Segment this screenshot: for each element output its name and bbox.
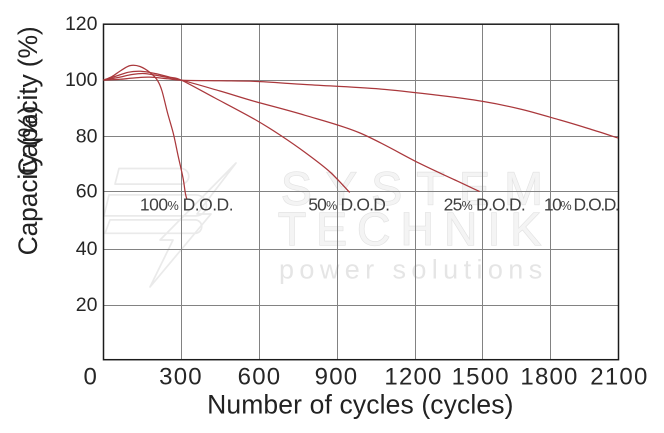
svg-text:SYSTEM: SYSTEM: [281, 163, 557, 215]
svg-text:120: 120: [65, 13, 98, 35]
svg-text:25% D.O.D.: 25% D.O.D.: [444, 194, 525, 214]
svg-text:1200: 1200: [384, 363, 442, 390]
svg-text:2100: 2100: [590, 363, 648, 390]
svg-text:50% D.O.D.: 50% D.O.D.: [308, 194, 389, 214]
svg-text:1800: 1800: [520, 363, 578, 390]
svg-text:600: 600: [238, 363, 282, 390]
svg-text:100% D.O.D.: 100% D.O.D.: [140, 194, 233, 214]
svg-text:Number of cycles (cycles): Number of cycles (cycles): [207, 389, 513, 419]
svg-text:40: 40: [76, 238, 98, 260]
svg-text:900: 900: [315, 363, 359, 390]
svg-text:10% D.O.D.: 10% D.O.D.: [544, 194, 619, 214]
svg-text:Capacity (%): Capacity (%): [13, 26, 43, 176]
svg-text:100: 100: [65, 69, 98, 91]
svg-text:0: 0: [84, 363, 99, 390]
svg-text:80: 80: [76, 125, 98, 147]
svg-text:TECHNIK: TECHNIK: [278, 203, 551, 255]
svg-text:Capacity (%): Capacity (%): [13, 105, 43, 255]
svg-text:300: 300: [159, 363, 203, 390]
svg-text:power solutions: power solutions: [279, 254, 548, 284]
svg-text:20: 20: [76, 294, 98, 316]
svg-text:1500: 1500: [452, 363, 510, 390]
svg-text:60: 60: [76, 180, 98, 202]
